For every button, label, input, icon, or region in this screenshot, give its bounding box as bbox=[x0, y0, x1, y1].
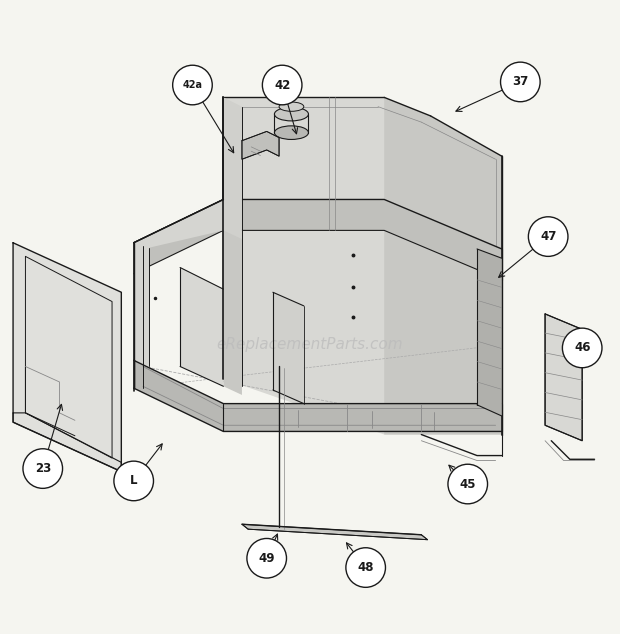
Circle shape bbox=[346, 548, 386, 587]
Polygon shape bbox=[273, 292, 304, 404]
Circle shape bbox=[562, 328, 602, 368]
Text: 23: 23 bbox=[35, 462, 51, 475]
Circle shape bbox=[448, 464, 487, 504]
Circle shape bbox=[262, 65, 302, 105]
Polygon shape bbox=[242, 524, 428, 540]
Circle shape bbox=[172, 65, 212, 105]
Polygon shape bbox=[545, 314, 582, 441]
Text: eReplacementParts.com: eReplacementParts.com bbox=[216, 337, 404, 353]
Text: 42a: 42a bbox=[182, 80, 203, 90]
Polygon shape bbox=[384, 98, 502, 434]
Circle shape bbox=[247, 538, 286, 578]
Polygon shape bbox=[223, 230, 242, 395]
Polygon shape bbox=[223, 98, 242, 388]
Polygon shape bbox=[134, 360, 502, 432]
Ellipse shape bbox=[275, 107, 309, 121]
Circle shape bbox=[23, 449, 63, 488]
Circle shape bbox=[528, 217, 568, 256]
Polygon shape bbox=[242, 131, 279, 159]
Text: 45: 45 bbox=[459, 477, 476, 491]
Text: 42: 42 bbox=[274, 79, 290, 91]
Ellipse shape bbox=[275, 126, 309, 139]
Circle shape bbox=[500, 62, 540, 101]
Polygon shape bbox=[223, 98, 502, 434]
Text: 48: 48 bbox=[357, 561, 374, 574]
Text: 49: 49 bbox=[259, 552, 275, 565]
Polygon shape bbox=[477, 249, 502, 416]
Circle shape bbox=[114, 461, 154, 501]
Text: 37: 37 bbox=[512, 75, 528, 88]
Text: 47: 47 bbox=[540, 230, 556, 243]
Polygon shape bbox=[13, 243, 122, 472]
Text: 46: 46 bbox=[574, 342, 590, 354]
Text: L: L bbox=[130, 474, 138, 488]
Polygon shape bbox=[134, 200, 223, 366]
Ellipse shape bbox=[279, 102, 304, 112]
Polygon shape bbox=[180, 268, 223, 386]
Polygon shape bbox=[134, 200, 502, 280]
